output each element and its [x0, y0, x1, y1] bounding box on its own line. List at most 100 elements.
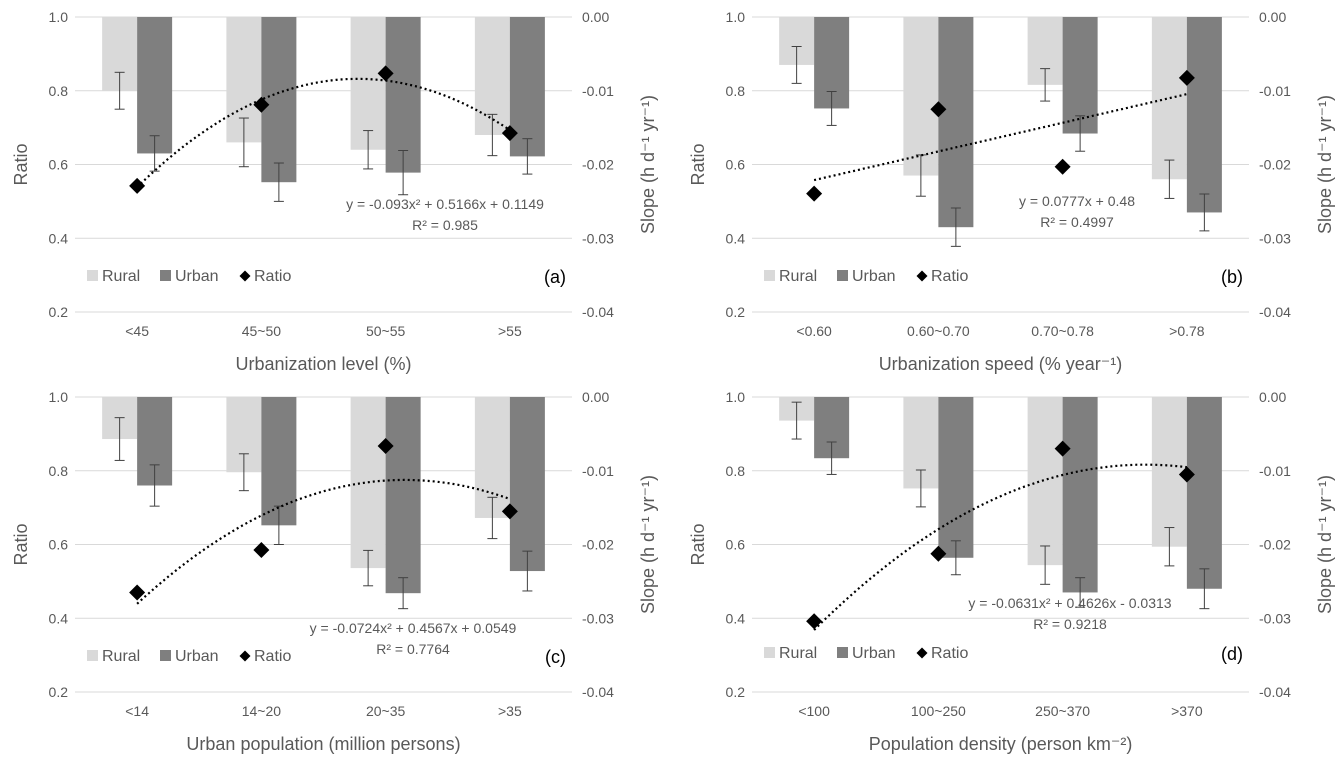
x-tick-label: <0.60 [796, 323, 832, 339]
x-tick-label: 45~50 [242, 323, 282, 339]
legend-swatch-ratio [239, 650, 251, 662]
urban-bar [137, 17, 173, 154]
y2-axis-title: Slope (h d⁻¹ yr⁻¹) [1315, 95, 1335, 234]
rural-bar [1027, 397, 1063, 566]
ratio-point [1178, 466, 1195, 483]
y-tick-label: 0.4 [726, 610, 746, 626]
y-tick-label: 0.8 [49, 463, 69, 479]
y-tick-label: 0.4 [49, 610, 69, 626]
y2-tick-label: -0.03 [1259, 610, 1291, 626]
urban-bar [509, 397, 545, 572]
ratio-point [129, 177, 146, 194]
ratio-point [377, 438, 394, 455]
rural-bar [1151, 17, 1187, 180]
ratio-point [501, 125, 518, 142]
y-axis-title: Ratio [11, 523, 31, 565]
urban-bar [1186, 17, 1222, 213]
y-tick-label: 0.6 [49, 157, 69, 173]
y2-tick-label: -0.02 [1259, 157, 1291, 173]
ratio-point [930, 545, 947, 562]
legend-label-ratio: Ratio [931, 645, 968, 662]
chart-panel-a: 0.2 0.4 0.6 0.8 1.0 0.00 -0.01 -0.02 -0.03 -0.04 <… [11, 9, 658, 374]
ratio-point [253, 542, 270, 559]
x-tick-label: 14~20 [242, 703, 282, 719]
legend-label-rural: Rural [779, 645, 817, 662]
x-tick-label: >55 [498, 323, 522, 339]
y-tick-label: 0.8 [49, 83, 69, 99]
y2-tick-label: -0.04 [582, 304, 614, 320]
y-tick-label: 1.0 [726, 389, 746, 405]
y-tick-label: 0.2 [49, 304, 69, 320]
y-tick-label: 0.8 [726, 463, 746, 479]
rural-bar [350, 17, 386, 150]
trendline-r2: R² = 0.9218 [1033, 616, 1107, 632]
trendline [813, 463, 1188, 631]
x-tick-label: <14 [125, 703, 149, 719]
ratio-point [377, 65, 394, 82]
ratio-point [253, 96, 270, 113]
chart-panel-d: 0.2 0.4 0.6 0.8 1.0 0.00 -0.01 -0.02 -0.03 -0.04 <… [688, 389, 1335, 754]
legend-swatch-ratio [239, 270, 251, 282]
legend-label-ratio: Ratio [254, 268, 291, 285]
x-tick-label: <100 [798, 703, 830, 719]
y2-tick-label: -0.04 [582, 684, 614, 700]
ratio-point [806, 185, 823, 202]
x-tick-label: 20~35 [366, 703, 406, 719]
legend-swatch-urban [160, 650, 171, 661]
panel-label: (c) [545, 647, 566, 667]
y-tick-label: 1.0 [49, 9, 69, 25]
legend-label-urban: Urban [175, 648, 219, 665]
x-tick-label: >370 [1171, 703, 1203, 719]
y-axis-title: Ratio [688, 143, 708, 185]
y2-tick-label: 0.00 [582, 389, 609, 405]
y2-tick-label: -0.02 [1259, 537, 1291, 553]
y2-tick-label: -0.02 [582, 157, 614, 173]
y-tick-label: 0.6 [726, 157, 746, 173]
y2-axis-title: Slope (h d⁻¹ yr⁻¹) [1315, 475, 1335, 614]
y2-tick-label: 0.00 [1259, 9, 1286, 25]
legend-swatch-rural [764, 647, 775, 658]
ratio-point [129, 584, 146, 601]
urban-bar [385, 397, 421, 594]
y-tick-label: 0.4 [49, 230, 69, 246]
y-tick-label: 0.2 [726, 684, 746, 700]
x-tick-label: <45 [125, 323, 149, 339]
ratio-point [1178, 69, 1195, 86]
urban-bar [938, 397, 974, 558]
x-axis-title: Population density (person km⁻²) [869, 734, 1133, 754]
ratio-point [1054, 440, 1071, 457]
trendline-r2: R² = 0.7764 [376, 641, 450, 657]
chart-panel-c: 0.2 0.4 0.6 0.8 1.0 0.00 -0.01 -0.02 -0.03 -0.04 <… [11, 389, 658, 754]
x-tick-label: 0.70~0.78 [1031, 323, 1094, 339]
urban-bar [1186, 397, 1222, 589]
x-tick-label: >0.78 [1169, 323, 1205, 339]
x-axis-title: Urban population (million persons) [186, 734, 460, 754]
y2-tick-label: -0.03 [582, 230, 614, 246]
legend-swatch-urban [837, 270, 848, 281]
y-tick-label: 0.2 [49, 684, 69, 700]
chart-panel-b: 0.2 0.4 0.6 0.8 1.0 0.00 -0.01 -0.02 -0.03 -0.04 <… [688, 9, 1335, 374]
y-tick-label: 0.2 [726, 304, 746, 320]
urban-bar [261, 397, 297, 526]
trendline [136, 478, 511, 605]
panel-label: (b) [1221, 267, 1243, 287]
y2-tick-label: -0.01 [582, 83, 614, 99]
ratio-point [501, 503, 518, 520]
panel-label: (a) [544, 267, 566, 287]
legend-swatch-rural [764, 270, 775, 281]
legend-label-ratio: Ratio [254, 648, 291, 665]
legend-swatch-urban [160, 270, 171, 281]
legend-label-urban: Urban [852, 268, 896, 285]
trendline-equation: y = 0.0777x + 0.48 [1019, 193, 1135, 209]
y2-tick-label: 0.00 [582, 9, 609, 25]
rural-bar [903, 17, 939, 176]
trendline-equation: y = -0.0631x² + 0.4626x - 0.0313 [968, 595, 1171, 611]
x-tick-label: >35 [498, 703, 522, 719]
legend-swatch-rural [87, 650, 98, 661]
y2-tick-label: -0.03 [582, 610, 614, 626]
legend-label-rural: Rural [779, 268, 817, 285]
urban-bar [1062, 17, 1098, 134]
y-axis-title: Ratio [11, 143, 31, 185]
x-tick-label: 0.60~0.70 [907, 323, 970, 339]
